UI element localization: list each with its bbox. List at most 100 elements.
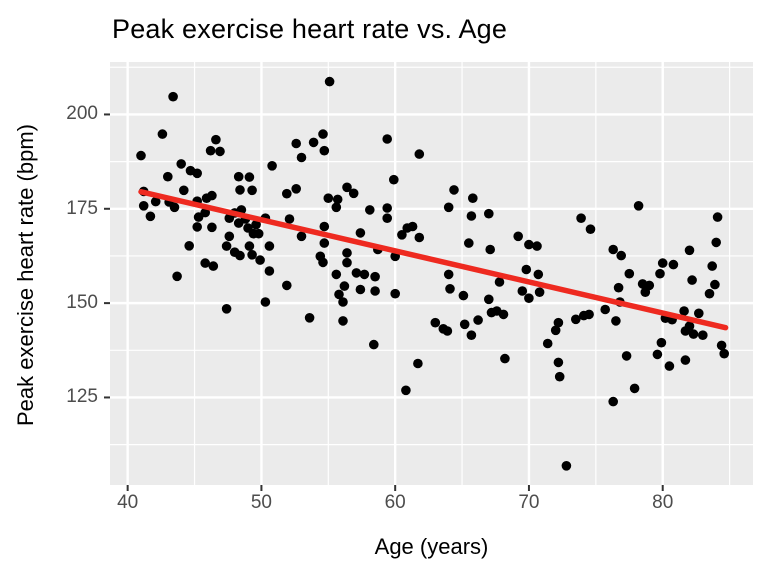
data-point bbox=[554, 371, 565, 382]
data-point bbox=[498, 309, 509, 320]
data-point bbox=[251, 219, 261, 230]
data-point bbox=[521, 264, 532, 275]
data-point bbox=[370, 271, 380, 282]
data-point bbox=[319, 221, 330, 232]
data-point bbox=[207, 190, 217, 201]
data-point bbox=[284, 214, 295, 224]
data-point bbox=[704, 288, 715, 299]
data-point bbox=[608, 396, 618, 407]
data-point bbox=[524, 239, 534, 250]
data-point bbox=[331, 202, 342, 213]
data-point bbox=[157, 129, 168, 139]
data-point bbox=[553, 357, 564, 368]
data-point bbox=[397, 230, 407, 240]
data-point bbox=[342, 248, 352, 258]
data-point bbox=[163, 171, 173, 182]
data-point bbox=[169, 202, 180, 213]
data-point bbox=[466, 330, 477, 341]
data-point bbox=[655, 268, 665, 279]
data-point bbox=[473, 315, 483, 325]
data-point bbox=[390, 288, 401, 299]
data-point bbox=[443, 202, 454, 213]
x-axis-title: Age (years) bbox=[374, 534, 489, 559]
data-point bbox=[414, 149, 425, 159]
data-point bbox=[233, 171, 244, 182]
data-point bbox=[224, 231, 235, 242]
data-point bbox=[331, 269, 342, 280]
data-point bbox=[205, 145, 216, 156]
data-point bbox=[656, 337, 667, 348]
data-point bbox=[640, 287, 651, 298]
data-point bbox=[332, 194, 343, 205]
data-point bbox=[458, 290, 469, 301]
data-point bbox=[247, 185, 257, 196]
data-point bbox=[484, 208, 494, 219]
data-point bbox=[532, 241, 542, 251]
data-point bbox=[338, 297, 348, 307]
data-point bbox=[694, 308, 704, 319]
data-point bbox=[342, 182, 352, 193]
data-point bbox=[707, 261, 717, 271]
data-point bbox=[494, 277, 505, 287]
data-point bbox=[413, 358, 423, 369]
data-point bbox=[534, 287, 545, 298]
data-point bbox=[319, 145, 330, 156]
y-tick-label: 125 bbox=[66, 386, 98, 408]
data-point bbox=[443, 269, 454, 280]
data-point bbox=[500, 353, 510, 364]
data-point bbox=[657, 258, 668, 268]
y-tick-label: 200 bbox=[66, 103, 98, 125]
data-point bbox=[339, 281, 350, 291]
data-point bbox=[561, 461, 572, 471]
data-point bbox=[576, 213, 586, 223]
data-point bbox=[571, 314, 581, 325]
data-point bbox=[533, 269, 544, 280]
data-point bbox=[584, 309, 594, 320]
data-point bbox=[291, 184, 302, 194]
data-point bbox=[338, 316, 348, 326]
trend-line bbox=[138, 189, 729, 331]
data-point bbox=[211, 134, 221, 145]
data-point bbox=[524, 293, 534, 304]
data-point bbox=[668, 259, 679, 270]
data-point bbox=[184, 241, 194, 251]
data-point bbox=[652, 349, 663, 360]
x-tick-label: 40 bbox=[117, 492, 139, 513]
plot-title: Peak exercise heart rate vs. Age bbox=[112, 14, 508, 44]
data-point bbox=[235, 250, 245, 261]
x-tick-label: 70 bbox=[518, 492, 540, 513]
data-point bbox=[442, 326, 453, 336]
data-point bbox=[382, 213, 393, 223]
data-point bbox=[600, 304, 610, 315]
data-point bbox=[145, 211, 156, 222]
data-point bbox=[215, 146, 225, 157]
data-point bbox=[365, 205, 375, 215]
data-point bbox=[324, 76, 335, 87]
data-point bbox=[267, 161, 277, 171]
data-point bbox=[553, 317, 564, 328]
x-tick-label: 50 bbox=[250, 492, 272, 513]
data-point bbox=[687, 275, 697, 285]
data-point bbox=[401, 385, 411, 396]
data-point bbox=[407, 221, 418, 232]
data-point bbox=[484, 294, 494, 305]
data-point bbox=[355, 228, 366, 238]
data-point bbox=[296, 231, 307, 242]
data-point bbox=[282, 188, 292, 199]
data-point bbox=[179, 185, 189, 196]
data-point bbox=[624, 268, 635, 279]
data-point bbox=[712, 212, 723, 222]
data-point bbox=[233, 218, 244, 228]
data-point bbox=[664, 361, 675, 371]
data-point bbox=[192, 168, 202, 179]
data-point bbox=[629, 383, 640, 394]
data-point bbox=[200, 207, 210, 218]
data-point bbox=[517, 286, 528, 296]
data-point bbox=[621, 351, 632, 361]
data-point bbox=[430, 317, 441, 328]
data-point bbox=[716, 340, 727, 351]
y-tick-label: 175 bbox=[66, 197, 98, 219]
data-point bbox=[459, 319, 470, 330]
data-point bbox=[348, 188, 359, 199]
